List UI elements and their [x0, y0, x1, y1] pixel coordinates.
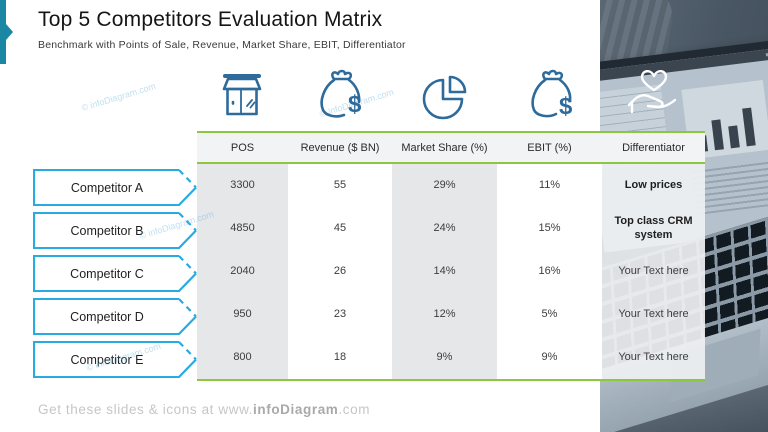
svg-text:$: $	[559, 93, 573, 120]
evaluation-table: POS Revenue ($ BN) Market Share (%) EBIT…	[197, 131, 705, 381]
competitor-arrow[interactable]: Competitor A	[33, 166, 197, 209]
money-bag-dollar-icon: $	[531, 69, 573, 120]
header-market-share: Market Share (%)	[401, 141, 488, 154]
table-header-row: POS Revenue ($ BN) Market Share (%) EBIT…	[197, 131, 705, 164]
table-cell: Your Text here	[602, 293, 705, 336]
table-cell: 23	[288, 293, 392, 336]
page-subtitle: Benchmark with Points of Sale, Revenue, …	[38, 39, 406, 51]
table-row: 800 18 9% 9% Your Text here	[197, 336, 705, 379]
arrow-shape	[33, 169, 197, 206]
competitor-name: Competitor A	[70, 180, 144, 195]
table-cell: 950	[197, 293, 288, 336]
table-cell: 12%	[392, 293, 497, 336]
table-cell: Your Text here	[602, 336, 705, 379]
footer-credit: Get these slides & icons at www.infoDiag…	[38, 402, 370, 417]
competitor-name: Competitor C	[70, 266, 144, 281]
table-cell: Top class CRM system	[602, 207, 705, 250]
arrow-shape	[33, 255, 197, 292]
table-cell: 5%	[497, 293, 602, 336]
header-ebit: EBIT (%)	[527, 141, 572, 154]
money-bag-dollar-icon: $	[320, 69, 362, 118]
table-cell: 2040	[197, 250, 288, 293]
footer-brand: infoDiagram	[253, 402, 339, 417]
hand-heart-icon	[627, 70, 677, 114]
table-cell: 26	[288, 250, 392, 293]
table-cell: 14%	[392, 250, 497, 293]
table-cell: 18	[288, 336, 392, 379]
table-cell: 55	[288, 164, 392, 207]
table-cell: Your Text here	[602, 250, 705, 293]
competitor-arrow[interactable]: Competitor D	[33, 295, 197, 338]
table-row: 4850 45 24% 15% Top class CRM system	[197, 207, 705, 250]
table-cell: 29%	[392, 164, 497, 207]
competitor-name: Competitor E	[70, 352, 144, 367]
header-differentiator: Differentiator	[622, 141, 685, 154]
arrow-shape	[33, 212, 197, 249]
table-row: 2040 26 14% 16% Your Text here	[197, 250, 705, 293]
footer-prefix: Get these slides & icons at www.	[38, 402, 254, 417]
competitor-arrow[interactable]: Competitor E	[33, 338, 197, 381]
table-cell: Low prices	[602, 164, 705, 207]
table-cell: 3300	[197, 164, 288, 207]
page-title: Top 5 Competitors Evaluation Matrix	[38, 8, 383, 31]
table-cell: 16%	[497, 250, 602, 293]
table-cell: 9%	[497, 336, 602, 379]
pie-chart-icon	[422, 75, 467, 120]
table-cell: 11%	[497, 164, 602, 207]
table-cell: 9%	[392, 336, 497, 379]
header-pos: POS	[230, 141, 255, 154]
table-cell: 15%	[497, 207, 602, 250]
table-cell: 24%	[392, 207, 497, 250]
slide-accent-marker	[0, 0, 13, 64]
competitor-arrow[interactable]: Competitor B	[33, 209, 197, 252]
table-body: 3300 55 29% 11% Low prices 4850 45 24% 1…	[197, 164, 705, 381]
competitor-arrow[interactable]: Competitor C	[33, 252, 197, 295]
watermark: © infoDiagram.com	[80, 80, 157, 114]
table-cell: 800	[197, 336, 288, 379]
competitor-name: Competitor B	[70, 223, 144, 238]
table-cell: 45	[288, 207, 392, 250]
table-row: 950 23 12% 5% Your Text here	[197, 293, 705, 336]
header-revenue: Revenue ($ BN)	[300, 141, 380, 154]
competitor-labels: Competitor A Competitor B Competitor C	[33, 166, 197, 381]
arrow-shape	[33, 298, 197, 335]
arrow-shape	[33, 341, 197, 378]
table-row: 3300 55 29% 11% Low prices	[197, 164, 705, 207]
shop-icon	[222, 74, 262, 116]
table-cell: 4850	[197, 207, 288, 250]
footer-suffix: .com	[338, 402, 371, 417]
svg-text:$: $	[348, 91, 362, 118]
competitor-name: Competitor D	[70, 309, 144, 324]
